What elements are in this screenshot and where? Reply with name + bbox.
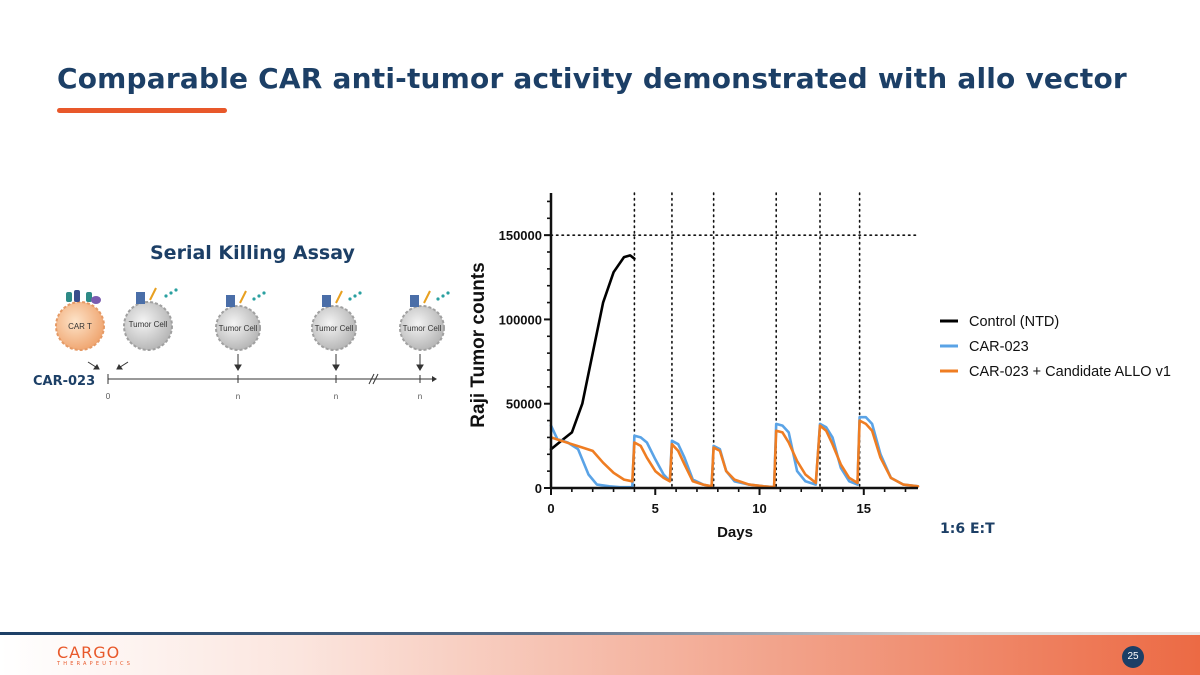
- y-tick-label: 0: [535, 481, 542, 496]
- assay-title: Serial Killing Assay: [150, 242, 355, 264]
- series-line: [549, 254, 636, 451]
- series-line: [549, 415, 920, 489]
- y-tick-label: 100000: [499, 312, 542, 327]
- series-lines: [549, 254, 920, 489]
- tumor-cell-icon: Tumor Cell: [311, 290, 362, 351]
- serial-killing-diagram: CAR T Tumor Cell Tumor Cell Tumor Cell T…: [33, 287, 450, 401]
- chart-legend: Control (NTD) CAR-023 CAR-023 + Candidate …: [940, 314, 1171, 380]
- logo-word: CARGO: [57, 643, 121, 662]
- series-line: [549, 419, 920, 489]
- tumor-count-chart: 0 50000 100000 150000 0 5 10 15 Raji Tumor coun…: [468, 192, 1171, 541]
- assay-row-label: CAR-023: [33, 374, 95, 389]
- legend-label: Control (NTD): [969, 314, 1059, 330]
- footer-divider: [0, 632, 1200, 635]
- page-number: 25: [1122, 646, 1144, 668]
- assay-tick-label: n: [334, 392, 338, 401]
- x-tick-label: 15: [857, 501, 871, 516]
- legend-label: CAR-023 + Candidate ALLO v1: [969, 364, 1171, 380]
- tumor-cell-label: Tumor Cell: [315, 324, 354, 333]
- assay-tick-label: n: [418, 392, 422, 401]
- footer-band: [0, 635, 1200, 675]
- car-t-cell-icon: CAR T: [55, 290, 105, 351]
- assay-tick-label: n: [236, 392, 240, 401]
- title-underline: [57, 108, 227, 113]
- tumor-cell-label: Tumor Cell: [219, 324, 258, 333]
- y-axis-label: Raji Tumor counts: [468, 262, 489, 427]
- x-tick-label: 5: [652, 501, 659, 516]
- slide-title: Comparable CAR anti-tumor activity demon…: [57, 62, 1127, 95]
- y-tick-label: 150000: [499, 228, 542, 243]
- x-tick-label: 10: [752, 501, 766, 516]
- assay-timeline: [107, 373, 437, 385]
- reference-lines: [550, 192, 919, 489]
- tumor-cell-label: Tumor Cell: [129, 320, 168, 329]
- legend-label: CAR-023: [969, 339, 1029, 355]
- x-tick-label: 0: [547, 501, 554, 516]
- chart-axes: 0 50000 100000 150000 0 5 10 15: [499, 193, 918, 516]
- assay-arrows: [87, 354, 424, 371]
- assay-tick-label: 0: [106, 392, 111, 401]
- tumor-cell-icon: Tumor Cell: [123, 287, 178, 351]
- x-axis-label: Days: [717, 524, 753, 541]
- y-tick-label: 50000: [506, 397, 542, 412]
- tumor-cell-icon: Tumor Cell: [215, 290, 266, 351]
- tumor-cell-icon: Tumor Cell: [399, 290, 450, 351]
- tumor-cell-label: Tumor Cell: [403, 324, 442, 333]
- logo-subtitle: THERAPEUTICS: [57, 661, 134, 667]
- car-t-label: CAR T: [68, 322, 92, 331]
- effector-target-ratio: 1:6 E:T: [940, 521, 995, 537]
- company-logo: CARGO THERAPEUTICS: [57, 645, 133, 668]
